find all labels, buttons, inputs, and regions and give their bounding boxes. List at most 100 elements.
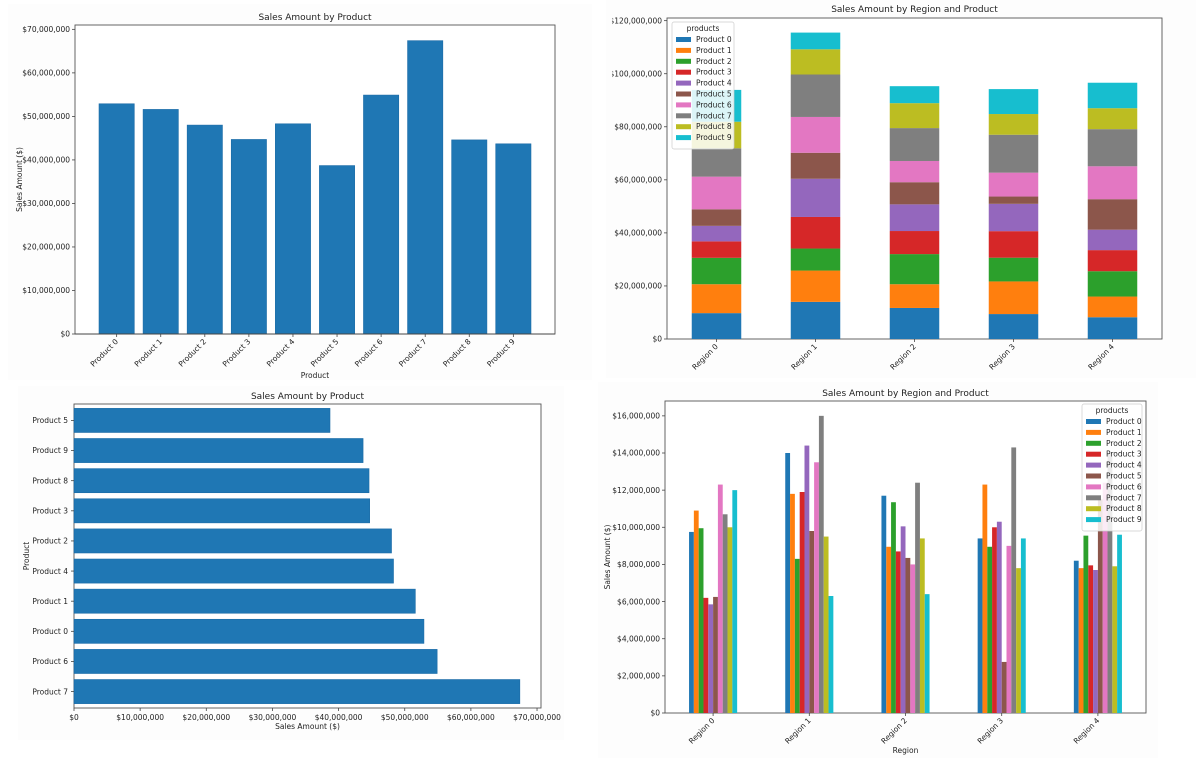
stack-segment-region-2-product-3 <box>889 231 940 255</box>
bar-region-0-product-4 <box>708 604 714 713</box>
x-tick-label: $10,000,000 <box>116 713 164 722</box>
legend-label: Product 2 <box>1106 439 1142 448</box>
stack-segment-region-2-product-5 <box>889 182 940 205</box>
stack-segment-region-2-product-7 <box>889 128 940 161</box>
bar-region-1-product-2 <box>794 558 800 713</box>
bar-region-2-product-4 <box>900 526 906 713</box>
bar-product-4 <box>275 123 311 335</box>
legend-title: products <box>687 24 720 33</box>
legend-label: Product 3 <box>696 68 732 77</box>
stack-segment-region-0-product-1 <box>691 284 742 314</box>
bar-region-2-product-8 <box>919 538 925 713</box>
y-tick-label: Product 7 <box>32 687 68 696</box>
stack-segment-region-4-product-2 <box>1087 271 1138 297</box>
stack-segment-region-2-product-8 <box>889 103 940 129</box>
y-tick-label: Product 5 <box>32 416 68 425</box>
stack-segment-region-1-product-0 <box>790 301 841 339</box>
stack-segment-region-4-product-7 <box>1087 129 1138 167</box>
y-axis-label: Product <box>22 542 31 571</box>
stack-segment-region-3-product-9 <box>988 89 1039 115</box>
legend-label: Product 9 <box>696 133 732 142</box>
bar-region-1-product-1 <box>790 493 795 713</box>
stack-segment-region-0-product-4 <box>691 225 742 242</box>
bar-region-1-product-0 <box>785 453 791 713</box>
stack-segment-region-3-product-4 <box>988 203 1039 232</box>
legend-label: Product 6 <box>696 100 732 109</box>
hbar-product-0 <box>73 618 425 644</box>
bar-region-0-product-7 <box>722 514 728 713</box>
legend-swatch <box>1086 419 1101 424</box>
y-tick-label: $20,000,000 <box>22 243 70 252</box>
bar-product-8 <box>451 139 488 335</box>
stack-segment-region-4-product-9 <box>1087 82 1138 109</box>
y-tick-label: $20,000,000 <box>614 282 662 291</box>
stack-segment-region-1-product-9 <box>790 32 841 50</box>
bar-region-4-product-6 <box>1102 482 1108 713</box>
x-axis-label: Product <box>301 371 330 380</box>
legend-swatch <box>1086 506 1101 512</box>
bar-region-3-product-6 <box>1006 545 1012 713</box>
stack-segment-region-0-product-2 <box>691 257 742 285</box>
hbar-product-7 <box>73 679 521 704</box>
bar-region-1-product-5 <box>809 531 815 713</box>
y-axis-label: Sales Amount ($) <box>15 147 24 212</box>
legend-label: Product 5 <box>1106 472 1142 481</box>
legend-label: Product 8 <box>696 122 732 131</box>
stack-segment-region-0-product-7 <box>691 148 742 177</box>
legend-swatch <box>676 37 691 42</box>
legend-label: Product 7 <box>696 111 732 120</box>
legend-swatch <box>1086 462 1101 468</box>
bar-region-3-product-3 <box>992 527 997 713</box>
stack-segment-region-2-product-9 <box>889 86 940 104</box>
y-tick-label: $12,000,000 <box>612 486 660 495</box>
stack-segment-region-0-product-0 <box>691 313 742 339</box>
chart-title: Sales Amount by Product <box>251 392 365 402</box>
chart-title: Sales Amount by Region and Product <box>831 5 998 15</box>
x-tick-label: $40,000,000 <box>315 713 363 722</box>
legend-label: Product 2 <box>696 57 732 66</box>
stack-segment-region-1-product-5 <box>790 152 841 179</box>
bar-region-0-product-9 <box>732 490 738 713</box>
y-tick-label: $0 <box>652 335 662 344</box>
y-tick-label: Product 2 <box>32 537 68 546</box>
legend-swatch <box>676 113 691 119</box>
y-tick-label: $4,000,000 <box>617 634 660 643</box>
bar-region-4-product-0 <box>1073 560 1079 713</box>
bar-region-3-product-7 <box>1011 447 1017 713</box>
stack-segment-region-4-product-0 <box>1087 317 1138 339</box>
bar-region-1-product-7 <box>818 415 824 713</box>
bar-region-2-product-3 <box>895 551 901 713</box>
stack-segment-region-1-product-2 <box>790 248 841 271</box>
bar-region-3-product-1 <box>982 484 988 713</box>
bar-region-4-product-4 <box>1093 570 1098 713</box>
bar-product-9 <box>495 143 532 335</box>
legend-swatch <box>676 135 691 141</box>
chart-title: Sales Amount by Region and Product <box>822 389 989 399</box>
stack-segment-region-1-product-6 <box>790 116 841 153</box>
stack-segment-region-3-product-8 <box>988 114 1039 135</box>
y-tick-label: $10,000,000 <box>612 523 660 532</box>
legend-label: Product 3 <box>1106 450 1142 459</box>
stack-segment-region-4-product-5 <box>1087 199 1138 230</box>
stack-segment-region-3-product-2 <box>988 257 1039 282</box>
y-tick-label: $60,000,000 <box>614 176 662 185</box>
stack-segment-region-1-product-1 <box>790 270 841 302</box>
y-tick-label: $16,000,000 <box>612 412 660 421</box>
stack-segment-region-3-product-7 <box>988 134 1039 173</box>
y-tick-label: $40,000,000 <box>614 229 662 238</box>
y-tick-label: $30,000,000 <box>22 199 70 208</box>
x-tick-label: $50,000,000 <box>381 713 429 722</box>
legend-label: Product 7 <box>1106 493 1142 502</box>
hbar-product-8 <box>73 468 370 494</box>
legend-label: Product 1 <box>1106 428 1142 437</box>
legend-swatch <box>676 102 691 108</box>
legend-label: Product 8 <box>1106 504 1142 513</box>
bar-product-0 <box>98 103 135 335</box>
legend-label: Product 5 <box>696 90 732 99</box>
bar-region-3-product-4 <box>996 521 1002 713</box>
bar-product-3 <box>230 139 267 335</box>
bar-region-4-product-7 <box>1107 453 1113 713</box>
stack-segment-region-3-product-1 <box>988 281 1039 315</box>
bar-region-3-product-8 <box>1016 568 1021 713</box>
